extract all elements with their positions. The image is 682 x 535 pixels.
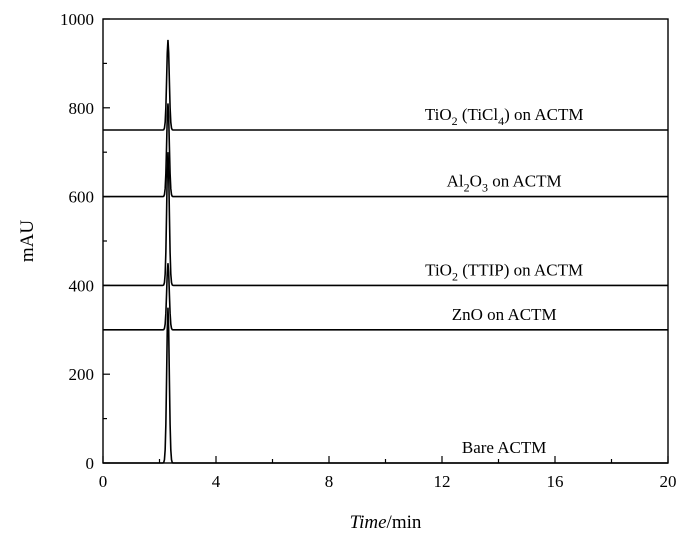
- x-tick-label: 20: [660, 472, 677, 491]
- series-label: TiO2 (TTIP) on ACTM: [425, 260, 583, 283]
- series-label: ZnO on ACTM: [452, 305, 557, 324]
- y-tick-label: 200: [69, 365, 95, 384]
- plot-frame: [102, 18, 669, 464]
- series-trace: [103, 152, 668, 287]
- y-tick-label: 800: [69, 99, 95, 118]
- y-tick-label: 400: [69, 276, 95, 295]
- x-tick-label: 16: [547, 472, 564, 491]
- series-label: TiO2 (TiCl4) on ACTM: [425, 105, 584, 128]
- series-trace: [103, 103, 668, 198]
- x-axis-label: Time/min: [350, 512, 422, 533]
- y-tick-label: 600: [69, 188, 95, 207]
- plot-area-border: [102, 18, 669, 464]
- y-axis-label: mAU: [17, 220, 38, 263]
- series-label: Al2O3 on ACTM: [447, 172, 562, 195]
- x-tick-label: 8: [325, 472, 334, 491]
- x-tick-label: 12: [434, 472, 451, 491]
- series-trace: [103, 263, 668, 331]
- y-tick-label: 1000: [60, 10, 94, 29]
- series-labels: Bare ACTM ZnO on ACTM TiO2 (TTIP) on ACTM A…: [425, 105, 584, 457]
- series-traces: [103, 39, 668, 464]
- series-trace: [103, 307, 668, 464]
- y-tick-label: 0: [86, 454, 95, 473]
- series-label: Bare ACTM: [462, 438, 547, 457]
- series-trace: [103, 39, 668, 131]
- x-tick-label: 0: [99, 472, 108, 491]
- x-axis-label-unit: /min: [387, 512, 422, 533]
- x-axis-label-italic: Time: [350, 512, 387, 533]
- x-tick-label: 4: [212, 472, 221, 491]
